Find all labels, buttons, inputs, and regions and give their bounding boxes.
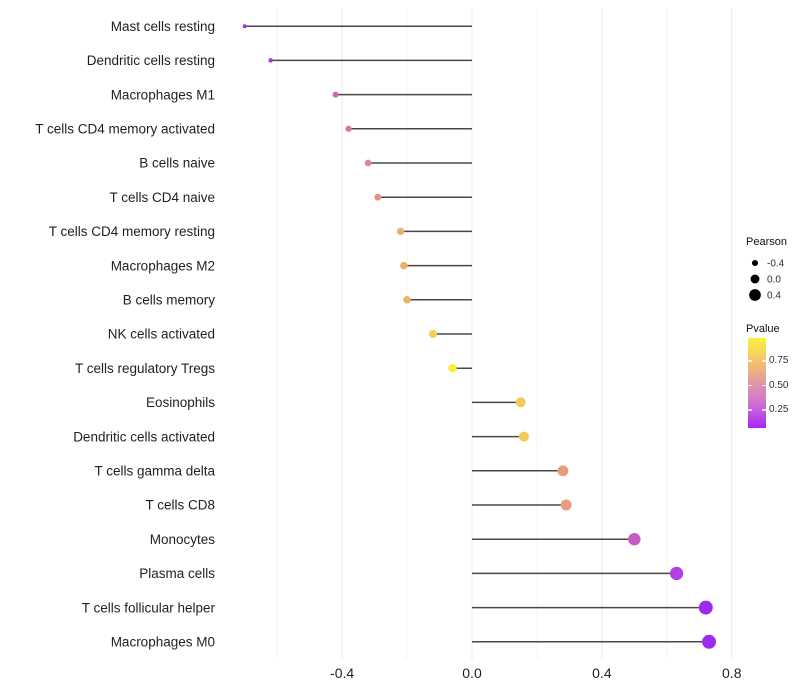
color-legend-title: Pvalue <box>746 323 780 335</box>
category-label: Mast cells resting <box>111 19 215 34</box>
category-label: Monocytes <box>150 532 216 547</box>
category-label: T cells CD4 memory resting <box>49 224 215 239</box>
category-label: Dendritic cells activated <box>73 429 215 444</box>
x-tick-label: -0.4 <box>330 665 354 681</box>
size-legend-title: Pearson <box>746 236 787 248</box>
x-tick-label: 0.4 <box>592 665 612 681</box>
size-legend-dot <box>750 274 760 284</box>
lollipop-dot <box>396 227 405 236</box>
category-label: T cells follicular helper <box>82 600 216 615</box>
category-label: T cells CD4 memory activated <box>35 122 215 137</box>
size-legend-dot <box>749 289 761 301</box>
colorbar-tick <box>762 409 766 411</box>
lollipop-dot <box>448 363 457 373</box>
lollipop-dot <box>403 296 411 304</box>
lollipop-dot <box>429 329 438 339</box>
category-label: B cells memory <box>123 293 216 308</box>
colorbar-tick-label: 0.50 <box>769 379 789 391</box>
colorbar-tick <box>748 360 752 362</box>
category-label: Dendritic cells resting <box>87 53 215 68</box>
colorbar-tick <box>762 384 766 387</box>
category-label: T cells regulatory Tregs <box>75 361 215 376</box>
lollipop-dot <box>702 634 717 649</box>
lollipop-dot <box>557 465 569 477</box>
colorbar-tick-label: 0.75 <box>769 355 789 366</box>
size-legend-label: 0.4 <box>767 291 781 302</box>
lollipop-dot <box>560 499 572 511</box>
category-label: Macrophages M0 <box>111 635 215 650</box>
colorbar-tick <box>762 360 766 362</box>
pvalue-colorbar <box>748 338 766 428</box>
lollipop-dot <box>242 24 247 29</box>
category-label: T cells CD4 naive <box>109 190 215 205</box>
colorbar-tick <box>748 384 752 387</box>
colorbar-tick-label: 0.25 <box>769 404 789 415</box>
lollipop-dot <box>374 193 382 201</box>
size-legend-label: 0.0 <box>767 275 781 286</box>
category-label: Macrophages M2 <box>111 258 215 273</box>
lollipop-dot <box>698 600 713 615</box>
category-label: Plasma cells <box>139 566 215 581</box>
colorbar-tick <box>748 409 752 411</box>
lollipop-dot <box>268 58 273 63</box>
lollipop-dot <box>628 533 641 546</box>
lollipop-dot <box>364 159 372 167</box>
lollipop-dot <box>669 566 684 581</box>
category-label: B cells naive <box>139 156 215 171</box>
x-tick-label: 0.0 <box>462 665 482 681</box>
x-tick-label: 0.8 <box>722 665 742 681</box>
size-legend-dot <box>751 259 759 267</box>
lollipop-dot <box>332 91 339 98</box>
category-label: NK cells activated <box>108 327 215 342</box>
category-label: T cells CD8 <box>145 498 215 513</box>
category-label: T cells gamma delta <box>94 464 215 479</box>
category-label: Macrophages M1 <box>111 87 215 102</box>
lollipop-dot <box>518 431 529 442</box>
lollipop-dot <box>400 261 408 270</box>
category-label: Eosinophils <box>146 395 215 410</box>
size-legend-label: -0.4 <box>767 259 785 270</box>
lollipop-dot <box>515 397 526 408</box>
lollipop-dot <box>345 125 352 132</box>
